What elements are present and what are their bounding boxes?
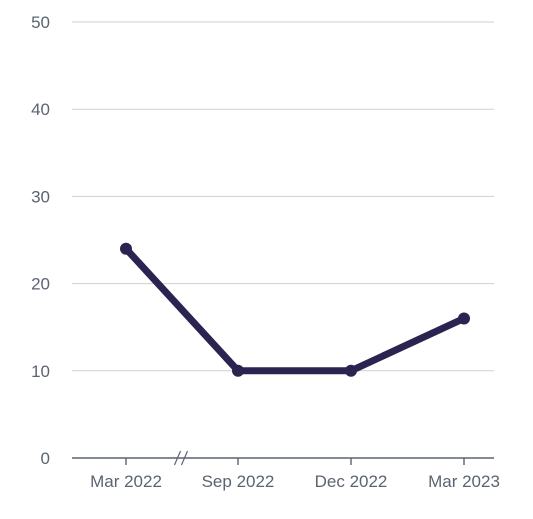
x-axis: Mar 2022 Sep 2022 Dec 2022 Mar 2023: [72, 450, 500, 491]
x-tick-label: Dec 2022: [315, 472, 388, 491]
y-axis-tick-labels: 0 10 20 30 40 50: [31, 13, 50, 468]
series-layer: [120, 242, 470, 377]
y-tick-label: 40: [31, 100, 50, 119]
y-tick-label: 30: [31, 187, 50, 206]
data-point: [232, 364, 244, 377]
x-tick-label: Mar 2023: [428, 472, 500, 491]
axis-break-icon: [173, 450, 189, 466]
x-tick-label: Mar 2022: [90, 472, 162, 491]
y-tick-label: 20: [31, 275, 50, 294]
y-tick-label: 50: [31, 13, 50, 32]
data-point: [345, 364, 357, 377]
data-point: [458, 312, 470, 325]
grid-lines: [72, 21, 494, 372]
y-tick-label: 10: [31, 362, 50, 381]
series-line-0: [122, 245, 468, 375]
x-tick-label: Sep 2022: [202, 472, 275, 491]
data-point: [120, 242, 132, 255]
y-tick-label: 0: [41, 449, 50, 468]
